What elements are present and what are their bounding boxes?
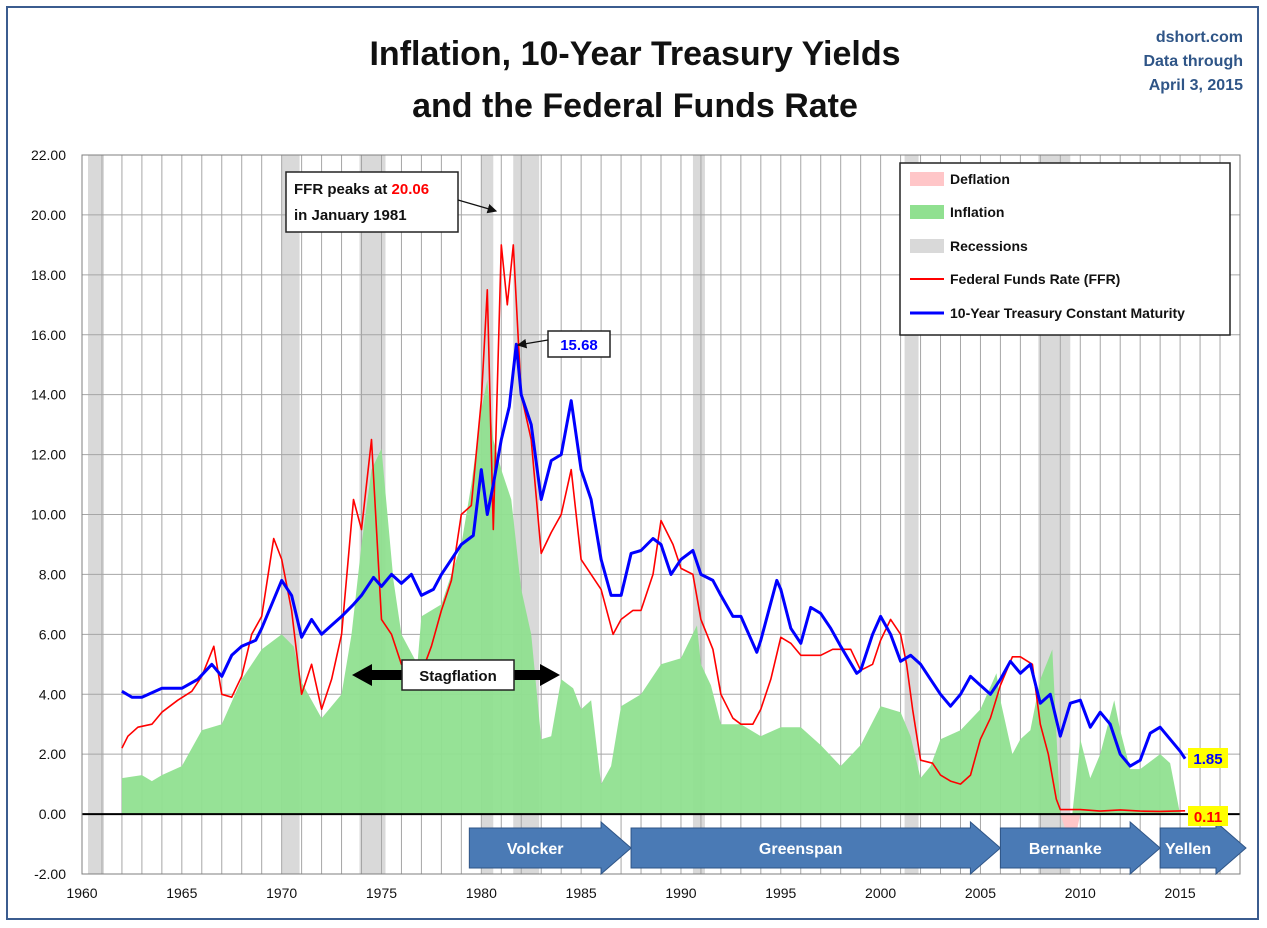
fed-chair-label: Volcker [507, 841, 564, 858]
inflation-area [121, 379, 1181, 815]
y-tick-label: 14.00 [31, 387, 66, 403]
fed-chair-arrow [1159, 820, 1247, 876]
x-tick-label: 2005 [965, 885, 996, 901]
stagflation-label-box [401, 659, 515, 691]
y-tick-label: 10.00 [31, 507, 66, 523]
plot-border [81, 154, 1241, 875]
y-tick-label: 8.00 [39, 566, 66, 582]
x-tick-label: 1995 [765, 885, 796, 901]
legend-swatch-recessions [910, 239, 944, 253]
fed-chair-arrow [630, 820, 1002, 876]
source-note: dshort.com Data through April 3, 2015 [1143, 26, 1243, 98]
axes: -2.00 0.00 2.00 4.00 6.00 8.00 10.00 12.00 14.00… [31, 147, 1241, 901]
inflation-area-group [121, 379, 1181, 854]
legend: Deflation Inflation Recessions Federal F… [899, 162, 1231, 336]
last-treasury-label-box [1188, 748, 1228, 768]
x-tick-label: 1985 [566, 885, 597, 901]
fed-chair-arrow [468, 820, 632, 876]
ffr-peak-arrow [457, 199, 498, 214]
chart-title-line-1: Inflation, 10-Year Treasury Yields [369, 35, 901, 73]
y-tick-label: 0.00 [39, 806, 66, 822]
ffr-peak-prefix: FFR peaks at [294, 181, 392, 198]
annotations: FFR peaks at 20.06 in January 1981 15.68… [285, 171, 1228, 826]
treasury-peak-callout-box [547, 330, 611, 358]
source-data-through: Data through [1143, 53, 1243, 70]
y-tick-label: 18.00 [31, 267, 66, 283]
legend-swatch-deflation [910, 172, 944, 186]
x-tick-label: 1960 [66, 885, 97, 901]
ffr-peak-callout-line2: in January 1981 [294, 207, 407, 224]
legend-label-inflation: Inflation [950, 204, 1004, 220]
series-lines [121, 244, 1187, 813]
y-tick-label: 6.00 [39, 626, 66, 642]
stagflation-label: Stagflation [419, 668, 497, 685]
chart-title: Inflation, 10-Year Treasury Yields and t… [240, 28, 1030, 132]
ffr-peak-value: 20.06 [392, 181, 430, 198]
ffr-peak-callout-line1: FFR peaks at 20.06 [294, 181, 429, 198]
deflation-area [121, 814, 1181, 854]
legend-label-deflation: Deflation [950, 171, 1010, 187]
x-tick-label: 1975 [366, 885, 397, 901]
y-tick-label: -2.00 [34, 866, 66, 882]
y-tick-label: 20.00 [31, 207, 66, 223]
fed-chair-label: Greenspan [759, 841, 843, 858]
last-ffr-label-box [1188, 806, 1228, 826]
last-ffr-label: 0.11 [1194, 809, 1222, 826]
x-tick-label: 2010 [1065, 885, 1096, 901]
legend-label-ffr: Federal Funds Rate (FFR) [950, 271, 1120, 287]
x-tick-label: 2000 [865, 885, 896, 901]
fed-chair-arrows: Volcker Greenspan Bernanke Yellen [468, 820, 1247, 876]
fed-chair-arrow [999, 820, 1161, 876]
fed-chair-label: Yellen [1165, 841, 1211, 858]
treasury-peak-arrow [516, 338, 549, 349]
legend-swatch-inflation [910, 205, 944, 219]
legend-label-treasury: 10-Year Treasury Constant Maturity [950, 305, 1185, 321]
x-tick-label: 2015 [1165, 885, 1196, 901]
legend-box [899, 162, 1231, 336]
y-tick-label: 16.00 [31, 327, 66, 343]
ffr-peak-callout-box [285, 171, 459, 233]
y-tick-label: 22.00 [31, 147, 66, 163]
x-tick-label: 1965 [166, 885, 197, 901]
last-treasury-label: 1.85 [1193, 751, 1222, 768]
x-tick-label: 1980 [466, 885, 497, 901]
x-tick-label: 1990 [665, 885, 696, 901]
source-site: dshort.com [1155, 29, 1243, 46]
treasury-peak-value: 15.68 [560, 337, 598, 354]
y-tick-label: 2.00 [39, 746, 66, 762]
fed-chair-label: Bernanke [1029, 841, 1102, 858]
legend-label-recessions: Recessions [950, 238, 1028, 254]
ffr-line [121, 244, 1186, 813]
chart-title-line-2: and the Federal Funds Rate [412, 87, 858, 125]
source-date: April 3, 2015 [1148, 77, 1243, 94]
y-tick-label: 12.00 [31, 447, 66, 463]
y-tick-label: 4.00 [39, 686, 66, 702]
treasury-line [121, 342, 1187, 768]
x-tick-label: 1970 [266, 885, 297, 901]
